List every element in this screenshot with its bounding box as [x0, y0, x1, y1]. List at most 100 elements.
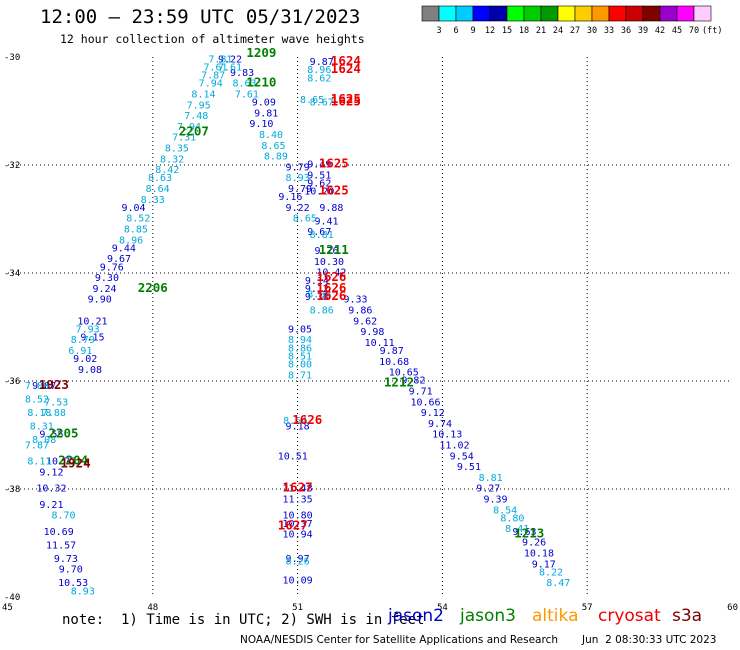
data-point-label: 1626 — [316, 280, 346, 295]
y-tick-label: -38 — [4, 485, 20, 495]
chart-subtitle: 12 hour collection of altimeter wave hei… — [60, 32, 365, 46]
data-point-label: 8.26 — [286, 557, 310, 568]
colorbar-unit-label: (ft) — [702, 26, 722, 36]
x-tick-label: 54 — [437, 603, 448, 610]
data-point-label: 9.88 — [319, 203, 343, 214]
satellite-legend-cryosat: cryosat — [598, 606, 661, 626]
data-point-label: 8.86 — [310, 306, 334, 317]
colorbar-tick-label: 9 — [470, 26, 475, 36]
data-point-label: 9.12 — [421, 408, 445, 419]
data-point-label: 8.08 — [32, 435, 56, 446]
data-point-label: 9.41 — [315, 216, 339, 227]
data-point-label: 10.77 — [46, 457, 76, 468]
data-point-label: 10.42 — [316, 268, 346, 279]
data-point-label: 8.81 — [479, 473, 503, 484]
data-point-label: 1625 — [319, 156, 349, 171]
data-point-label: 6.91 — [68, 346, 92, 357]
colorbar-tick-label: 18 — [519, 26, 529, 36]
data-point-label: 1625 — [331, 94, 361, 109]
data-point-label: 10.53 — [58, 578, 88, 589]
data-point-label: 8.33 — [141, 195, 165, 206]
data-point-label: 9.81 — [254, 108, 278, 119]
data-point-label: 8.11 — [27, 457, 51, 468]
data-point-label: 8.64 — [146, 184, 170, 195]
data-point-label: 8.22 — [539, 567, 563, 578]
data-point-label: 8.00 — [288, 360, 312, 371]
data-point-label: 8.86 — [288, 343, 312, 354]
data-point-label: 9.17 — [532, 559, 556, 570]
y-tick-label: -32 — [4, 161, 20, 171]
data-point-label: 2205 — [48, 426, 78, 441]
y-tick-label: -30 — [4, 53, 20, 63]
data-point-label: 9.83 — [230, 68, 254, 79]
data-point-label: 9.82 — [401, 376, 425, 387]
data-point-label: 9.71 — [409, 387, 433, 398]
data-point-label: 8.85 — [124, 225, 148, 236]
data-point-label: 10.18 — [524, 549, 554, 560]
data-point-label: 9.27 — [476, 484, 500, 495]
data-point-label: 8.18 — [27, 408, 51, 419]
data-point-label: 7.87 — [25, 441, 49, 452]
data-point-label: 8.93 — [286, 173, 310, 184]
data-point-label: 9.98 — [360, 327, 384, 338]
data-point-label: 2206 — [138, 280, 168, 295]
colorbar-tick-label: 15 — [502, 26, 512, 36]
colorbar-swatch — [693, 5, 712, 22]
data-point-label: 1211 — [319, 242, 349, 257]
data-point-label: 9.05 — [288, 324, 312, 335]
x-tick-label: 51 — [292, 603, 303, 610]
data-point-label: 11.35 — [283, 495, 313, 506]
x-tick-label: 48 — [147, 603, 158, 610]
data-point-label: 8.54 — [493, 505, 517, 516]
data-point-label: 9.76 — [315, 246, 339, 257]
data-point-label: 8.80 — [500, 513, 524, 524]
data-point-label: 9.30 — [95, 273, 119, 284]
data-point-label: 8.81 — [310, 230, 334, 241]
data-point-label: 11.48 — [283, 484, 313, 495]
x-tick-label: 60 — [727, 603, 738, 610]
data-point-label: 7.86 — [25, 381, 49, 392]
data-point-label: 8.40 — [259, 130, 283, 141]
data-point-label: 2207 — [179, 123, 209, 138]
data-point-label: 7.93 — [76, 324, 100, 335]
generated-timestamp: Jun 2 08:30:33 UTC 2023 — [582, 634, 717, 646]
data-point-label: 9.14 — [305, 276, 329, 287]
data-point-label: 9.02 — [73, 354, 97, 365]
data-point-label: 9.54 — [450, 451, 474, 462]
data-point-label: 7.48 — [184, 111, 208, 122]
data-point-label: 8.67 — [310, 98, 334, 109]
data-point-label: 8.65 — [300, 95, 324, 106]
data-point-label: 9.74 — [428, 419, 452, 430]
colorbar-tick-label: 3 — [436, 26, 441, 36]
chart-title: 12:00 — 23:59 UTC 05/31/2023 — [40, 6, 361, 28]
colorbar-tick-label: 21 — [536, 26, 546, 36]
data-point-label: 7.95 — [187, 100, 211, 111]
data-point-label: 9.62 — [307, 179, 331, 190]
data-point-label: 9.87 — [32, 381, 56, 392]
colorbar-tick-label: 6 — [453, 26, 458, 36]
data-point-label: 8.71 — [288, 370, 312, 381]
data-point-label: 10.65 — [389, 368, 419, 379]
colorbar-tick-label: 45 — [672, 26, 682, 36]
data-point-label: 8.14 — [191, 90, 215, 101]
data-point-label: 9.15 — [80, 333, 104, 344]
data-point-label: 1627 — [278, 518, 308, 533]
data-point-label: 9.12 — [39, 468, 63, 479]
data-point-label: 9.38 — [305, 292, 329, 303]
data-point-label: 8.70 — [51, 511, 75, 522]
data-point-label: 1212 — [384, 374, 414, 389]
satellite-legend-altika: altika — [532, 606, 579, 626]
credit-line: NOAA/NESDIS Center for Satellite Applica… — [240, 634, 558, 646]
data-point-label: 1924 — [61, 455, 91, 470]
data-point-label: 9.24 — [92, 284, 116, 295]
data-point-label: 9.73 — [54, 554, 78, 565]
data-point-label: 7.88 — [42, 408, 66, 419]
data-point-label: 7.81 — [208, 54, 232, 65]
data-point-label: 9.62 — [353, 316, 377, 327]
data-point-label: 8.63 — [148, 173, 172, 184]
data-point-label: 10.21 — [77, 316, 107, 327]
data-point-label: 10.68 — [379, 357, 409, 368]
data-point-label: 1626 — [316, 269, 346, 284]
data-point-label: 1210 — [246, 75, 276, 90]
data-point-label: 8.65 — [261, 141, 285, 152]
